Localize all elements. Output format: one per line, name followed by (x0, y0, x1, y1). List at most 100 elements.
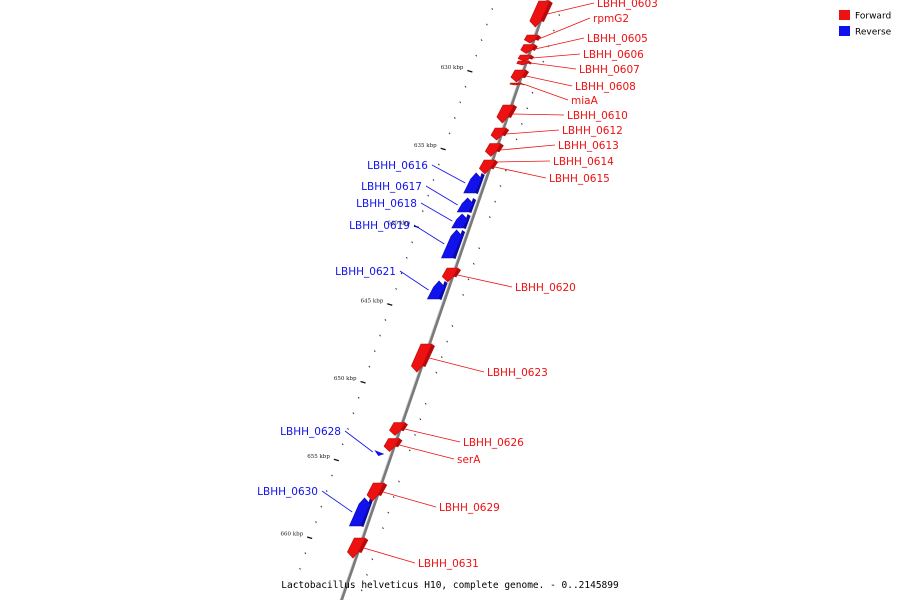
gene-label-leader (523, 83, 569, 101)
gene-label-leader (538, 17, 591, 40)
gene-feature[interactable] (516, 60, 530, 66)
minor-tick (494, 200, 497, 203)
minor-tick (427, 194, 430, 197)
gene-label[interactable]: LBHH_0619 (349, 220, 410, 232)
gene-feature-shade (378, 483, 388, 496)
gene-feature[interactable] (374, 450, 385, 456)
minor-tick (419, 418, 422, 421)
gene-label-leader (399, 270, 429, 291)
gene-label[interactable]: LBHH_0612 (562, 125, 623, 137)
gene-label[interactable]: LBHH_0608 (575, 81, 636, 93)
gene-feature[interactable] (463, 172, 483, 194)
minor-tick (421, 210, 424, 213)
gene-feature[interactable] (441, 267, 459, 283)
gene-label[interactable]: LBHH_0626 (463, 437, 524, 449)
gene-feature[interactable] (496, 104, 515, 124)
gene-feature[interactable] (510, 69, 527, 83)
gene-label[interactable]: LBHH_0603 (597, 0, 658, 10)
minor-tick (520, 122, 523, 125)
gene-label[interactable]: LBHH_0605 (587, 33, 648, 45)
gene-label[interactable]: LBHH_0614 (553, 156, 614, 168)
minor-tick (475, 54, 478, 57)
major-tick (306, 536, 313, 540)
gene-label[interactable]: LBHH_0615 (549, 173, 610, 185)
gene-feature[interactable] (347, 537, 366, 559)
legend: Forward Reverse (839, 10, 892, 38)
gene-label[interactable]: LBHH_0620 (515, 282, 576, 294)
gene-label-leader (496, 160, 551, 163)
gene-feature[interactable] (366, 482, 385, 502)
gene-label[interactable]: LBHH_0629 (439, 502, 500, 514)
minor-tick (382, 527, 384, 530)
gene-feature[interactable] (348, 497, 371, 527)
minor-tick (411, 241, 414, 244)
gene-feature[interactable] (490, 127, 507, 141)
gene-label[interactable]: LBHH_0607 (579, 64, 640, 76)
gene-feature[interactable] (478, 159, 496, 175)
gene-label[interactable]: miaA (571, 95, 599, 107)
major-tick (440, 147, 446, 151)
minor-tick (352, 412, 355, 415)
minor-tick (486, 23, 488, 26)
minor-tick (462, 293, 465, 296)
gene-feature-shade (490, 160, 499, 170)
legend-reverse-swatch (839, 26, 850, 36)
gene-feature[interactable] (456, 197, 474, 213)
minor-tick (384, 319, 387, 321)
gene-feature[interactable] (517, 54, 532, 62)
gene-feature[interactable] (426, 280, 445, 300)
gene-label[interactable]: LBHH_0630 (257, 486, 318, 498)
gene-label-leader (530, 62, 577, 70)
gene-feature[interactable] (529, 0, 551, 28)
gene-feature[interactable] (441, 229, 463, 259)
gene-label[interactable]: LBHH_0613 (558, 140, 619, 152)
minor-tick (293, 583, 296, 586)
gene-label[interactable]: rpmG2 (593, 13, 629, 25)
gene-label[interactable]: serA (457, 454, 481, 466)
minor-tick (408, 449, 411, 452)
minor-tick (459, 101, 462, 104)
gene-feature-shade (358, 538, 369, 553)
gene-feature-shade (496, 143, 504, 153)
gene-feature-shade (395, 438, 403, 448)
gene-feature[interactable] (389, 422, 406, 436)
gene-feature[interactable] (451, 213, 468, 229)
gene-label[interactable]: LBHH_0621 (335, 266, 396, 278)
minor-tick (325, 490, 328, 493)
gene-feature-shade (531, 44, 538, 51)
tick-label: 630 kbp (441, 65, 464, 71)
minor-tick (315, 521, 317, 524)
gene-feature-shade (521, 70, 530, 79)
legend-forward-label: Forward (855, 12, 891, 22)
gene-label[interactable]: LBHH_0606 (583, 49, 644, 61)
gene-label[interactable]: LBHH_0617 (361, 181, 422, 193)
gene-label[interactable]: LBHH_0623 (487, 367, 548, 379)
gene-feature-shade (360, 498, 374, 527)
gene-label[interactable]: LBHH_0631 (418, 558, 479, 570)
minor-tick (379, 334, 381, 337)
gene-feature[interactable] (520, 44, 536, 54)
gene-label[interactable]: LBHH_0618 (356, 198, 417, 210)
gene-feature[interactable] (484, 143, 502, 157)
gene-feature[interactable] (509, 82, 523, 86)
gene-feature-shade (507, 105, 518, 118)
gene-label[interactable]: LBHH_0628 (280, 426, 341, 438)
minor-tick (558, 14, 561, 16)
gene-feature[interactable] (523, 34, 539, 44)
gene-label-leader (494, 166, 547, 179)
gene-feature-shade (400, 422, 408, 432)
gene-label-leader (547, 2, 595, 15)
gene-label[interactable]: LBHH_0616 (367, 160, 428, 172)
tick-label: 655 kbp (307, 454, 330, 460)
minor-tick (515, 138, 518, 141)
gene-label[interactable]: LBHH_0610 (567, 110, 628, 122)
gene-feature[interactable] (383, 438, 400, 452)
gene-label-leader (321, 490, 353, 513)
legend-forward-swatch (839, 10, 850, 20)
major-tick (467, 69, 473, 73)
gene-label-leader (429, 357, 485, 373)
gene-label-leader (500, 144, 556, 151)
minor-tick (440, 356, 443, 359)
gene-feature[interactable] (410, 343, 433, 373)
minor-tick (320, 505, 323, 508)
